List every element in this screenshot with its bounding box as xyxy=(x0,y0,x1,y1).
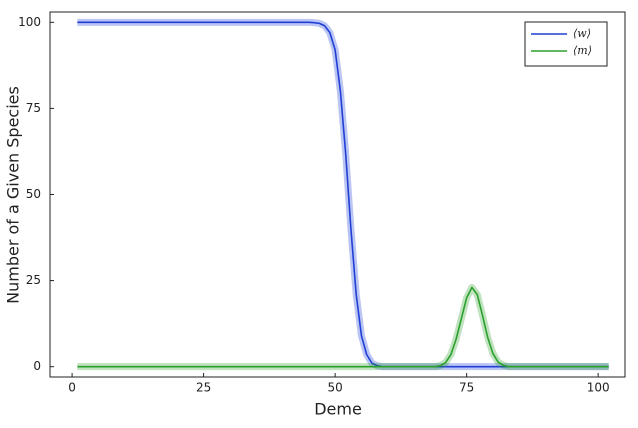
legend-box xyxy=(524,21,608,67)
x-axis-label: Deme xyxy=(314,400,362,419)
y-tick-label: 25 xyxy=(26,273,41,287)
y-tick-label: 75 xyxy=(26,101,41,115)
y-tick-label: 100 xyxy=(18,15,41,29)
y-axis-label: Number of a Given Species xyxy=(4,86,23,304)
line-ribbon xyxy=(77,18,609,371)
x-tick-label: 0 xyxy=(68,381,76,395)
x-tick-label: 100 xyxy=(587,381,610,395)
line xyxy=(77,21,609,368)
x-tick-label: 50 xyxy=(327,381,342,395)
line xyxy=(77,286,609,368)
legend-label: ⟨w⟩ xyxy=(573,27,591,40)
x-tick-label: 75 xyxy=(459,381,474,395)
y-tick-label: 0 xyxy=(33,359,41,373)
x-tick-label: 25 xyxy=(196,381,211,395)
y-tick-label: 50 xyxy=(26,187,41,201)
legend-label: ⟨m⟩ xyxy=(573,44,592,57)
line-ribbon xyxy=(77,283,609,371)
